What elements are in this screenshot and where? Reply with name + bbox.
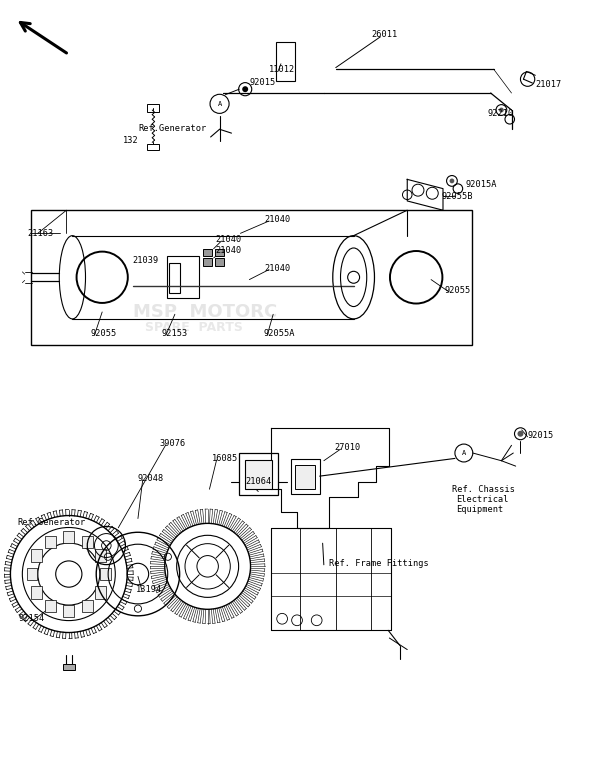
Text: Ref.Generator: Ref.Generator bbox=[17, 518, 85, 527]
Bar bbox=[148, 104, 160, 112]
Bar bbox=[45, 536, 56, 548]
Bar bbox=[64, 531, 74, 543]
Text: 26011: 26011 bbox=[371, 30, 398, 39]
Bar bbox=[95, 549, 106, 562]
Bar bbox=[31, 210, 472, 345]
Text: A: A bbox=[462, 450, 466, 456]
Text: Ref. Frame Fittings: Ref. Frame Fittings bbox=[329, 559, 428, 568]
Text: 21064: 21064 bbox=[245, 477, 271, 486]
Ellipse shape bbox=[499, 108, 504, 112]
Bar bbox=[148, 144, 160, 150]
Text: 21040: 21040 bbox=[215, 246, 242, 255]
Bar bbox=[82, 536, 92, 548]
Text: MSP  MOTORC: MSP MOTORC bbox=[133, 303, 277, 321]
Text: 92055: 92055 bbox=[90, 329, 116, 338]
Bar bbox=[215, 249, 224, 257]
Text: 21039: 21039 bbox=[132, 256, 158, 265]
Text: 92055A: 92055A bbox=[263, 329, 295, 338]
Text: 92210: 92210 bbox=[488, 109, 514, 119]
Ellipse shape bbox=[242, 86, 248, 92]
Bar bbox=[63, 664, 75, 670]
Bar bbox=[82, 600, 92, 612]
Text: 92015A: 92015A bbox=[466, 181, 497, 189]
Bar bbox=[64, 604, 74, 617]
Bar bbox=[167, 256, 199, 298]
Bar bbox=[245, 460, 272, 489]
Text: Electrical: Electrical bbox=[456, 494, 509, 504]
Text: 92154: 92154 bbox=[19, 615, 45, 623]
Text: 39076: 39076 bbox=[160, 439, 186, 447]
Text: Ref.Generator: Ref.Generator bbox=[138, 124, 206, 133]
Text: 92055B: 92055B bbox=[442, 192, 473, 201]
Text: 16085: 16085 bbox=[212, 454, 238, 463]
Text: 92153: 92153 bbox=[162, 329, 188, 338]
Text: Ref. Chassis: Ref. Chassis bbox=[452, 484, 515, 494]
Ellipse shape bbox=[449, 178, 454, 184]
Text: 92055: 92055 bbox=[444, 286, 470, 295]
Bar bbox=[239, 453, 278, 495]
Text: 27010: 27010 bbox=[335, 443, 361, 452]
Text: 21017: 21017 bbox=[535, 80, 562, 89]
Text: 21040: 21040 bbox=[264, 264, 290, 273]
Text: 13194: 13194 bbox=[136, 585, 163, 594]
Ellipse shape bbox=[517, 431, 523, 437]
Bar bbox=[203, 249, 212, 257]
Bar bbox=[295, 464, 316, 489]
Text: SPARE  PARTS: SPARE PARTS bbox=[145, 321, 243, 334]
Bar bbox=[276, 42, 295, 81]
Bar bbox=[291, 459, 320, 494]
Text: 132: 132 bbox=[122, 136, 138, 146]
Text: 92015: 92015 bbox=[527, 431, 554, 439]
Text: 21040: 21040 bbox=[215, 235, 242, 244]
Bar bbox=[169, 263, 179, 294]
Bar bbox=[100, 568, 111, 580]
Bar bbox=[215, 258, 224, 266]
Bar bbox=[31, 587, 42, 599]
Text: 21163: 21163 bbox=[27, 229, 53, 238]
Text: 11012: 11012 bbox=[269, 65, 295, 74]
Text: Equipment: Equipment bbox=[456, 505, 503, 514]
Bar bbox=[95, 587, 106, 599]
Bar bbox=[31, 549, 42, 562]
Bar bbox=[203, 258, 212, 266]
Text: 92015: 92015 bbox=[250, 78, 275, 87]
Text: 92048: 92048 bbox=[138, 474, 164, 483]
Bar bbox=[26, 568, 37, 580]
Text: A: A bbox=[217, 101, 221, 107]
Bar bbox=[45, 600, 56, 612]
Text: 21040: 21040 bbox=[264, 215, 290, 224]
